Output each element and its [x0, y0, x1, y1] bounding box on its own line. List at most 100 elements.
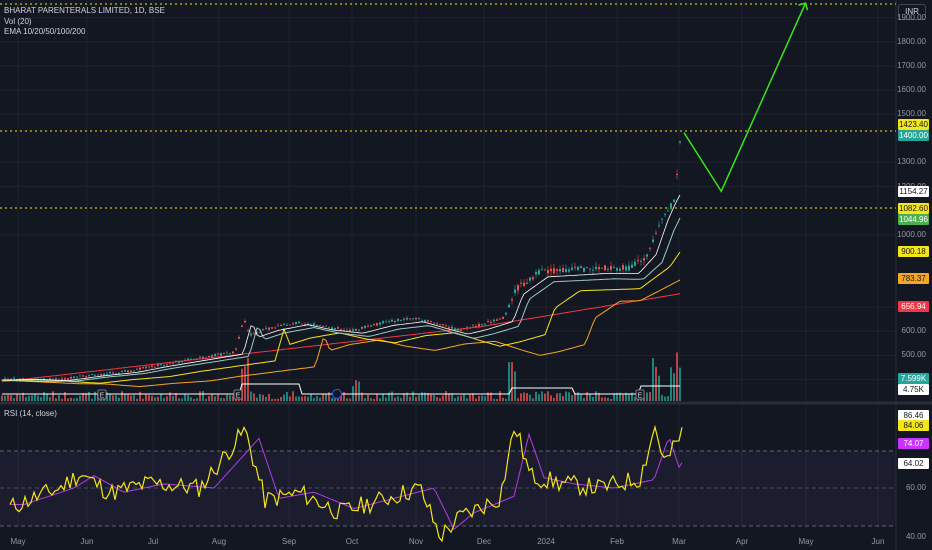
candle-body — [556, 269, 558, 271]
candle-body — [421, 320, 423, 322]
volume-bar — [364, 398, 366, 401]
volume-bar — [466, 398, 468, 401]
volume-bar — [454, 398, 456, 401]
volume-bar — [415, 396, 417, 401]
candle-body — [565, 268, 567, 273]
candle-body — [679, 141, 681, 143]
candle-body — [460, 329, 462, 331]
volume-bar — [493, 398, 495, 401]
volume-bar — [226, 394, 228, 401]
earnings-marker[interactable]: E — [635, 389, 645, 400]
dividend-marker[interactable] — [332, 389, 342, 399]
svg-text:E: E — [236, 393, 241, 400]
candle-body — [298, 321, 300, 324]
price-tag: 900.18 — [898, 246, 929, 257]
volume-bar — [94, 391, 96, 401]
candle-body — [286, 325, 288, 326]
volume-bar — [334, 398, 336, 401]
volume-bar — [634, 397, 636, 401]
candle-body — [493, 319, 495, 322]
volume-bar — [349, 398, 351, 401]
candle-body — [121, 371, 123, 372]
volume-bar — [496, 398, 498, 401]
candle-body — [622, 265, 624, 270]
time-axis-label: Apr — [735, 537, 749, 546]
candle-body — [640, 260, 642, 262]
volume-bar — [598, 392, 600, 401]
volume-bar — [106, 392, 108, 401]
volume-bar — [538, 394, 540, 401]
candle-body — [487, 320, 489, 322]
symbol-title[interactable]: BHARAT PARENTERALS LIMITED, 1D, BSE — [4, 6, 165, 15]
candle-body — [478, 324, 480, 327]
candle-body — [664, 213, 666, 215]
volume-bar — [40, 397, 42, 401]
volume-bar — [13, 398, 15, 401]
volume-bar — [199, 391, 201, 401]
candle-body — [433, 322, 435, 324]
price-tag: 7.599K — [898, 373, 929, 384]
candle-body — [73, 376, 75, 378]
rsi-indicator-label[interactable]: RSI (14, close) — [4, 409, 57, 418]
volume-bar — [196, 398, 198, 401]
volume-bar — [436, 397, 438, 401]
candle-body — [415, 317, 417, 320]
earnings-marker[interactable]: E — [233, 389, 243, 400]
volume-bar — [178, 398, 180, 401]
currency-button[interactable]: INR — [898, 4, 926, 20]
volume-bar — [46, 393, 48, 401]
volume-bar — [217, 394, 219, 401]
time-axis-label: Jun — [871, 537, 885, 546]
volume-bar — [52, 391, 54, 401]
volume-bar — [1, 395, 3, 401]
candle-body — [187, 358, 189, 361]
volume-bar — [499, 391, 501, 401]
candle-body — [652, 239, 654, 243]
price-axis-label: 1300.00 — [897, 157, 926, 167]
candle-body — [529, 277, 531, 281]
volume-bar — [661, 394, 663, 401]
candle-body — [388, 321, 390, 323]
earnings-marker[interactable]: E — [97, 389, 107, 400]
candle-body — [397, 318, 399, 322]
volume-bar — [193, 398, 195, 401]
ema-indicator-label[interactable]: EMA 10/20/50/100/200 — [4, 27, 86, 36]
volume-bar — [205, 398, 207, 401]
volume-bar — [10, 395, 12, 401]
candle-body — [199, 356, 201, 358]
candle-body — [595, 266, 597, 270]
volume-bar — [490, 392, 492, 401]
volume-bar — [460, 395, 462, 401]
volume-indicator-label[interactable]: Vol (20) — [4, 16, 32, 26]
candle-body — [577, 266, 579, 270]
candle-body — [544, 269, 546, 271]
candle-body — [658, 225, 660, 227]
candle-body — [163, 364, 165, 366]
candle-body — [502, 316, 504, 319]
volume-bar — [514, 371, 516, 401]
candle-body — [673, 199, 675, 202]
candle-body — [379, 322, 381, 325]
volume-bar — [379, 398, 381, 401]
candle-body — [661, 218, 663, 220]
volume-bar — [616, 392, 618, 401]
candle-body — [628, 265, 630, 271]
volume-bar — [550, 395, 552, 401]
candle-body — [217, 353, 219, 355]
projection-path[interactable] — [683, 2, 807, 193]
volume-bar — [502, 397, 504, 401]
candle-body — [79, 375, 81, 377]
candle-body — [427, 320, 429, 322]
volume-bar — [610, 398, 612, 401]
volume-bar — [151, 395, 153, 401]
volume-bar — [175, 392, 177, 401]
candle-body — [301, 323, 303, 325]
volume-bar — [571, 395, 573, 401]
candle-body — [214, 353, 216, 357]
candle-body — [127, 370, 129, 372]
candle-body — [676, 174, 678, 175]
chart-legend: BHARAT PARENTERALS LIMITED, 1D, BSE Vol … — [4, 6, 165, 38]
volume-bar — [64, 392, 66, 401]
